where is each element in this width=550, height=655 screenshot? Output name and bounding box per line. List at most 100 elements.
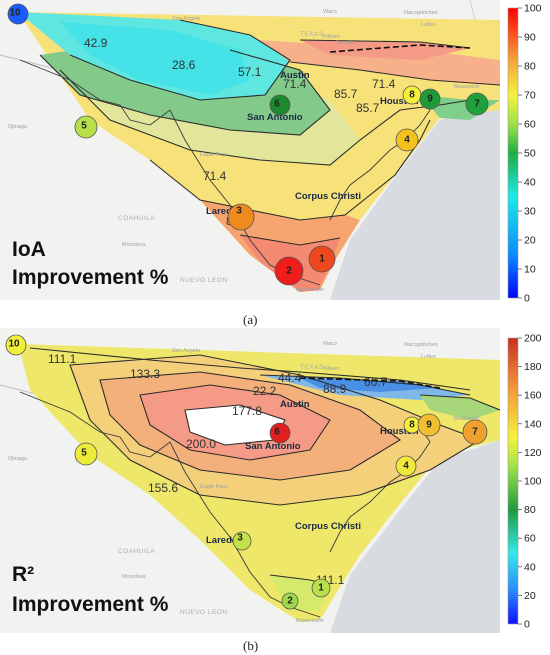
place-label: Ojinaga xyxy=(8,456,28,462)
metric-label: Improvement % xyxy=(12,593,169,616)
caption-a: (a) xyxy=(243,312,257,327)
svg-text:5: 5 xyxy=(81,121,87,132)
contour-label: 200.0 xyxy=(186,437,216,451)
svg-text:9: 9 xyxy=(427,94,433,105)
place-label: Nacogdoches xyxy=(404,10,438,16)
place-label: Eagle Pass xyxy=(200,484,228,490)
contour-band xyxy=(300,40,470,60)
site-marker: 3 xyxy=(227,203,255,231)
city-label: San Antonio xyxy=(247,112,303,123)
colorbar-tick-label: 100 xyxy=(524,476,542,488)
contour-label: 57.1 xyxy=(238,65,262,79)
contour-label: 85.7 xyxy=(334,87,358,101)
colorbar-tick-label: 20 xyxy=(524,235,536,247)
svg-text:4: 4 xyxy=(404,135,410,146)
contour-band xyxy=(300,378,440,392)
svg-text:10: 10 xyxy=(8,339,20,350)
place-label: Lufkin xyxy=(421,354,436,360)
city-label: Laredo xyxy=(206,535,238,546)
contour-band xyxy=(60,22,250,95)
svg-text:6: 6 xyxy=(274,99,280,110)
contour-label: 133.3 xyxy=(130,367,160,381)
site-markers: 1 2 3 4 5 6 7 8 9 10 xyxy=(7,3,489,286)
site-marker: 5 xyxy=(74,442,98,466)
colorbar-tick-label: 30 xyxy=(524,206,536,218)
city-label: Laredo xyxy=(206,206,238,217)
contour-label: 111.1 xyxy=(48,352,77,366)
colorbar-tick-label: 0 xyxy=(524,619,530,631)
place-label: Waco xyxy=(323,341,337,347)
site-marker: 2 xyxy=(274,256,304,286)
svg-text:3: 3 xyxy=(236,206,242,217)
site-marker: 9 xyxy=(419,88,441,110)
city-label: Corpus Christi xyxy=(295,191,361,202)
colorbar-tick-label: 0 xyxy=(524,293,530,305)
site-markers: 1 2 3 4 5 6 7 8 9 10 xyxy=(5,334,488,610)
place-label: Temple xyxy=(336,40,354,46)
colorbar-tick-label: 200 xyxy=(524,333,542,345)
site-marker: 9 xyxy=(417,413,441,437)
place-label: Brownsville xyxy=(296,618,324,624)
colorbar-tick-label: 40 xyxy=(524,177,536,189)
metric-label: Improvement % xyxy=(12,266,169,289)
place-label: Brownsville xyxy=(296,287,324,293)
site-marker: 8 xyxy=(403,416,421,434)
colorbar-tick-label: 40 xyxy=(524,561,536,573)
colorbar-tick-label: 140 xyxy=(524,418,542,430)
place-label: Beaumont xyxy=(454,416,480,422)
contour-band xyxy=(185,405,285,445)
svg-text:10: 10 xyxy=(9,8,21,19)
contour-band xyxy=(420,395,500,420)
caption-b: (b) xyxy=(243,638,258,653)
contour-band xyxy=(260,40,500,85)
region-label: TEXAS xyxy=(300,364,324,371)
site-marker: 8 xyxy=(402,85,422,105)
colorbar-tick-label: 160 xyxy=(524,390,542,402)
region-label: COAHUILA xyxy=(118,548,155,555)
gulf-water xyxy=(330,100,500,300)
site-marker: 2 xyxy=(281,592,299,610)
place-label: Waco xyxy=(323,9,337,15)
place-label: Lufkin xyxy=(421,22,436,28)
colorbar-tick-label: 120 xyxy=(524,447,542,459)
place-label: Ojinaga xyxy=(8,124,28,130)
colorbar-tick-label: 180 xyxy=(524,361,542,373)
svg-text:6: 6 xyxy=(274,427,280,438)
place-label: Killeen xyxy=(323,34,340,40)
region-label: NUEVO LEON xyxy=(180,609,228,616)
place-label: Monclova xyxy=(122,574,146,580)
contour-label: 71.4 xyxy=(372,77,396,91)
contour-label: 42.9 xyxy=(84,36,108,50)
dashed-contour xyxy=(299,377,441,389)
svg-text:4: 4 xyxy=(403,461,409,472)
contour-label: 66.7 xyxy=(364,375,388,389)
site-marker: 1 xyxy=(308,245,336,273)
site-marker: 7 xyxy=(465,92,489,116)
site-marker: 6 xyxy=(269,422,291,444)
site-marker: 10 xyxy=(7,3,29,25)
colorbar-tick-label: 80 xyxy=(524,61,536,73)
place-label: Beaumont xyxy=(454,84,480,90)
dashed-contour xyxy=(329,44,471,53)
region-border xyxy=(19,391,431,618)
city-label: Austin xyxy=(280,70,310,81)
site-marker: 5 xyxy=(74,115,98,139)
region-label: TEXAS xyxy=(300,31,324,38)
contour-label: 85.7 xyxy=(356,101,380,115)
region-label: NUEVO LEON xyxy=(180,277,228,284)
colorbar-gradient xyxy=(507,337,519,625)
place-label: San Angelo xyxy=(172,16,200,22)
region-label: COAHUILA xyxy=(118,215,155,222)
place-label: Nacogdoches xyxy=(404,342,438,348)
place-label: San Angelo xyxy=(172,348,200,354)
contour-label: 88.9 xyxy=(323,382,347,396)
svg-text:1: 1 xyxy=(318,583,324,594)
site-marker: 4 xyxy=(395,455,417,477)
site-marker: 10 xyxy=(5,334,27,356)
contour-label: 28.6 xyxy=(172,58,196,72)
city-label: Corpus Christi xyxy=(295,521,361,532)
